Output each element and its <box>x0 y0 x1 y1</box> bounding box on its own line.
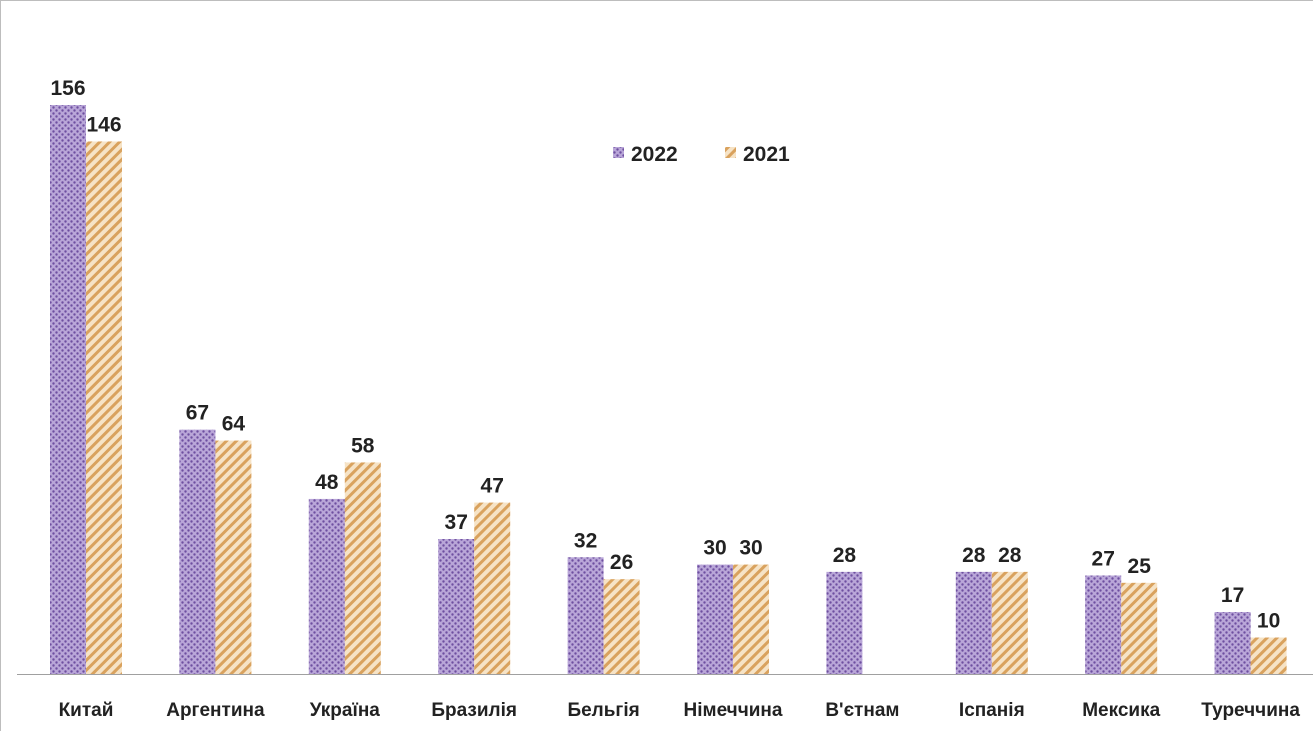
bar-2021-9 <box>1121 582 1158 674</box>
value-label-2021-8: 28 <box>998 544 1022 567</box>
category-label-2: Аргентина <box>166 700 265 721</box>
value-label-2021-2: 64 <box>222 413 246 436</box>
bar-2021-4 <box>474 502 511 674</box>
category-label-4: Бразилія <box>431 700 517 721</box>
category-label-5: Бельгія <box>567 700 639 721</box>
bar-2022-6 <box>697 564 733 674</box>
value-label-2022-2: 67 <box>186 402 209 425</box>
bar-2021-1 <box>86 141 122 674</box>
value-label-2022-3: 48 <box>315 471 339 494</box>
category-label-1: Китай <box>59 700 114 721</box>
category-label-10: Туреччина <box>1201 700 1300 721</box>
value-label-2022-1: 156 <box>50 77 85 100</box>
value-label-2022-10: 17 <box>1221 584 1244 607</box>
value-label-2021-9: 25 <box>1128 555 1152 578</box>
bar-2022-7 <box>826 571 863 674</box>
bar-2022-2 <box>179 429 216 674</box>
value-label-2022-5: 32 <box>574 529 597 552</box>
legend-label-2021: 2021 <box>743 143 790 166</box>
legend-label-2022: 2022 <box>631 143 678 166</box>
value-label-2022-6: 30 <box>703 537 726 560</box>
category-label-3: Україна <box>310 700 381 721</box>
category-label-8: Іспанія <box>959 700 1025 721</box>
bar-2022-3 <box>308 498 345 674</box>
value-label-2021-5: 26 <box>610 551 633 574</box>
category-label-6: Німеччина <box>684 700 783 721</box>
bar-2022-9 <box>1085 575 1122 674</box>
bar-2022-5 <box>567 557 604 674</box>
bar-2021-2 <box>215 440 252 674</box>
category-labels-group: Китай Аргентина Україна Бразилія Бельгія Німе… <box>59 700 1301 721</box>
bar-2022-4 <box>438 539 475 674</box>
value-label-2022-8: 28 <box>962 544 986 567</box>
value-label-2022-9: 27 <box>1092 548 1115 571</box>
value-label-2022-4: 37 <box>445 511 468 534</box>
legend: 2022 2021 <box>613 143 790 166</box>
bars-group <box>50 105 1287 674</box>
bar-2021-6 <box>733 564 769 674</box>
bar-2022-1 <box>50 105 86 674</box>
bar-2022-8 <box>955 571 992 674</box>
value-label-2022-7: 28 <box>833 544 857 567</box>
bar-2022-10 <box>1214 611 1251 674</box>
value-label-2021-10: 10 <box>1257 610 1280 633</box>
value-label-2021-3: 58 <box>351 434 375 457</box>
category-label-7: В'єтнам <box>825 700 899 721</box>
value-label-2021-6: 30 <box>739 537 762 560</box>
bar-2021-5 <box>603 579 640 674</box>
value-label-2021-4: 47 <box>481 475 504 498</box>
bar-2021-8 <box>991 571 1028 674</box>
bar-2021-3 <box>344 462 381 674</box>
category-label-9: Мексика <box>1082 700 1160 721</box>
bar-2021-10 <box>1250 637 1287 674</box>
legend-swatch-2022 <box>613 147 624 158</box>
value-label-2021-1: 146 <box>86 113 121 136</box>
legend-swatch-2021 <box>725 147 736 158</box>
